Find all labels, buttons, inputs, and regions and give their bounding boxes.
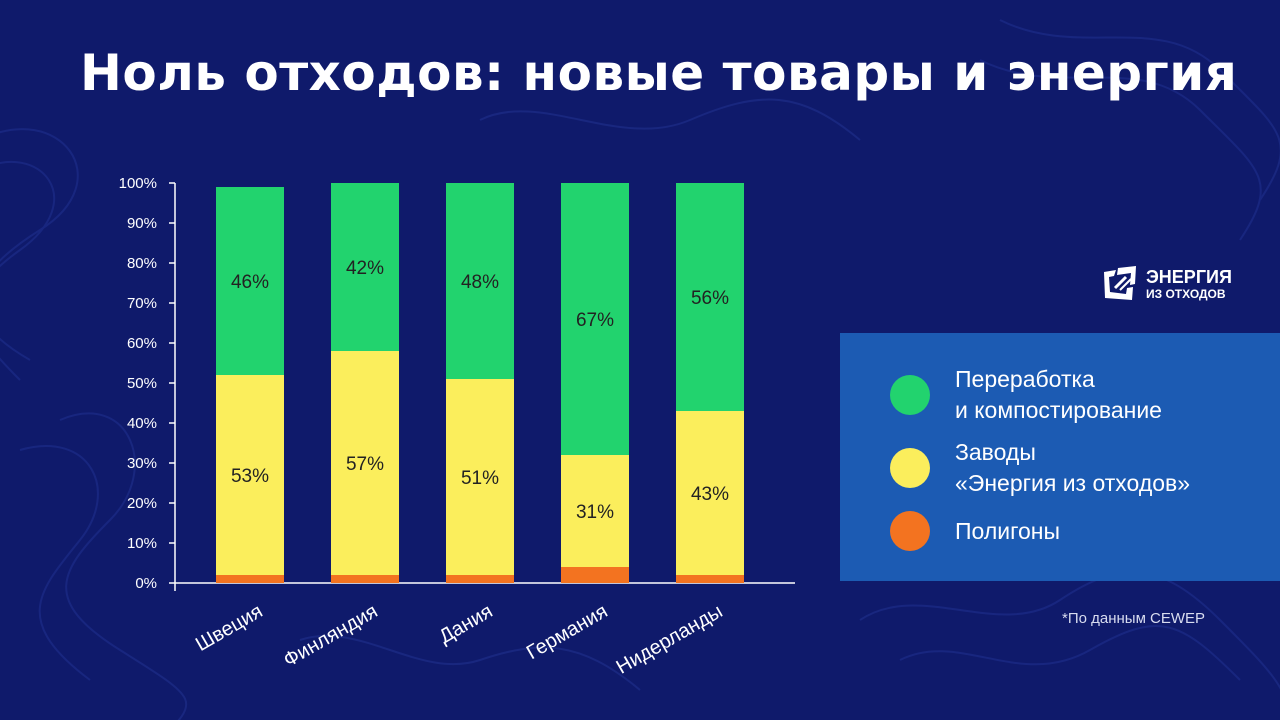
bar-data-label: 67% xyxy=(576,310,614,331)
bar-data-label: 56% xyxy=(691,288,729,309)
y-tick-label: 30% xyxy=(127,455,157,472)
bar-data-label: 51% xyxy=(461,468,499,489)
legend-item-landfill: Полигоны xyxy=(890,511,1060,551)
x-category-label: Швеция xyxy=(192,600,266,656)
y-tick-label: 50% xyxy=(127,375,157,392)
bar-data-label: 31% xyxy=(576,502,614,523)
bar-data-label: 42% xyxy=(346,258,384,279)
bar-segment xyxy=(561,183,629,455)
bar-segment xyxy=(216,575,284,583)
y-tick-label: 40% xyxy=(127,415,157,432)
legend-swatch-wte xyxy=(890,448,930,488)
logo-text-line2: ИЗ ОТХОДОВ xyxy=(1146,287,1226,301)
y-tick-label: 100% xyxy=(119,175,157,192)
brand-logo: ЭНЕРГИЯ ИЗ ОТХОДОВ xyxy=(1100,264,1250,308)
y-tick-label: 60% xyxy=(127,335,157,352)
bar-data-label: 46% xyxy=(231,272,269,293)
legend-label-landfill: Полигоны xyxy=(955,517,1060,544)
bar-segment xyxy=(331,351,399,575)
x-category-label: Дания xyxy=(436,600,497,648)
bar-segment xyxy=(561,567,629,583)
x-category-label: Финляндия xyxy=(280,600,382,671)
chart-legend: Переработка и компостирование Заводы «Эн… xyxy=(840,333,1280,581)
source-note: *По данным CEWEP xyxy=(1062,610,1206,627)
y-tick-label: 80% xyxy=(127,255,157,272)
y-tick-label: 10% xyxy=(127,535,157,552)
legend-label-wte: Заводы «Энергия из отходов» xyxy=(955,439,1191,496)
bar-segment xyxy=(446,379,514,575)
y-tick-label: 20% xyxy=(127,495,157,512)
bar-segment xyxy=(446,183,514,379)
legend-item-wte: Заводы «Энергия из отходов» xyxy=(890,437,1190,499)
bar-segment xyxy=(331,575,399,583)
legend-item-recycling: Переработка и компостирование xyxy=(890,364,1162,426)
bar-data-label: 43% xyxy=(691,484,729,505)
y-tick-label: 90% xyxy=(127,215,157,232)
y-tick-label: 70% xyxy=(127,295,157,312)
bar-data-label: 48% xyxy=(461,272,499,293)
legend-swatch-landfill xyxy=(890,511,930,551)
bar-segment xyxy=(676,411,744,575)
legend-swatch-recycling xyxy=(890,375,930,415)
page-title: Ноль отходов: новые товары и энергия xyxy=(80,44,1238,102)
bar-segment xyxy=(216,187,284,375)
bar-segment xyxy=(331,183,399,351)
bar-data-label: 57% xyxy=(346,454,384,475)
bar-segment xyxy=(676,575,744,583)
x-category-label: Нидерланды xyxy=(613,600,727,678)
logo-text-line1: ЭНЕРГИЯ xyxy=(1146,267,1232,287)
bar-segment xyxy=(676,183,744,411)
bar-segment xyxy=(561,455,629,567)
bar-segment xyxy=(216,375,284,575)
logo-icon xyxy=(1104,266,1136,300)
bar-segment xyxy=(446,575,514,583)
bar-data-label: 53% xyxy=(231,466,269,487)
y-tick-label: 0% xyxy=(135,575,157,592)
legend-label-recycling: Переработка и компостирование xyxy=(955,366,1162,423)
x-category-label: Германия xyxy=(523,600,612,664)
